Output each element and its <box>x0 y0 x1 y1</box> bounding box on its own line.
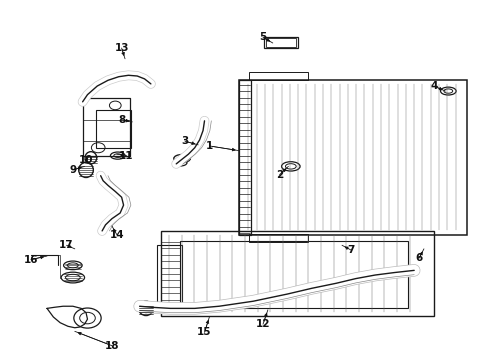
Text: 2: 2 <box>275 170 283 180</box>
Text: 5: 5 <box>259 32 266 42</box>
Text: 12: 12 <box>255 319 270 329</box>
Text: 10: 10 <box>79 155 93 165</box>
Bar <box>238 80 466 234</box>
Bar <box>264 37 298 48</box>
Text: 6: 6 <box>415 253 422 263</box>
Text: 9: 9 <box>69 165 76 175</box>
Text: 15: 15 <box>197 327 211 337</box>
Bar <box>238 80 251 234</box>
Text: 17: 17 <box>59 240 74 250</box>
Bar <box>249 234 307 242</box>
Text: 13: 13 <box>114 43 129 53</box>
Text: 11: 11 <box>119 150 134 161</box>
Text: 14: 14 <box>109 230 124 239</box>
Bar <box>249 72 307 80</box>
Bar <box>157 244 182 304</box>
Bar <box>96 110 131 148</box>
Text: 18: 18 <box>104 341 119 351</box>
Bar <box>160 231 433 316</box>
Text: 8: 8 <box>118 115 125 125</box>
Bar <box>180 241 407 309</box>
Text: 1: 1 <box>205 141 213 151</box>
Bar <box>265 38 296 46</box>
Text: 7: 7 <box>346 245 354 255</box>
Text: 16: 16 <box>23 255 38 265</box>
Text: 3: 3 <box>181 136 188 146</box>
Text: 4: 4 <box>429 81 436 91</box>
